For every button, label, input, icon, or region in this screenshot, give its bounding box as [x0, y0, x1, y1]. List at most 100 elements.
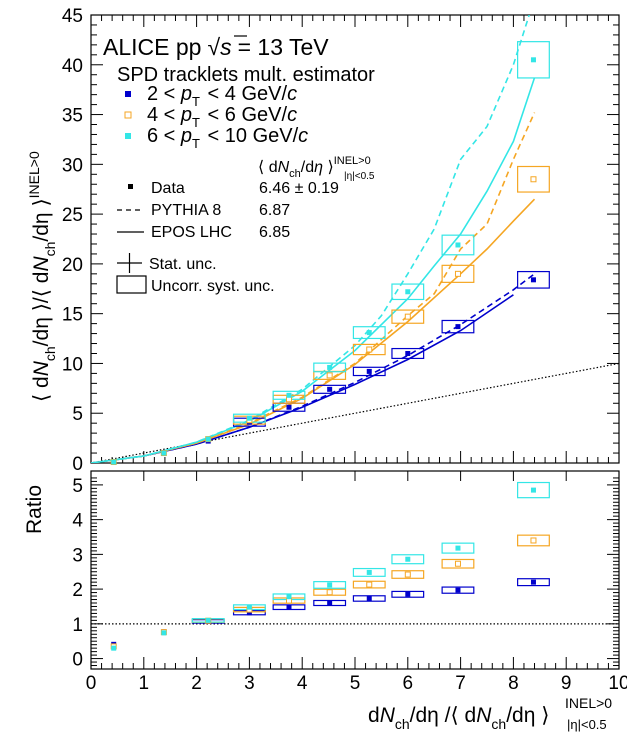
lower-ytick-label: 2 — [72, 580, 83, 601]
data-marker-upper — [111, 459, 117, 465]
legend-epos-label: EPOS LHC — [151, 224, 232, 241]
syst-box-upper — [517, 270, 550, 289]
xtick-label: 3 — [244, 673, 255, 694]
pythia-curve-1 — [91, 273, 535, 463]
xtick-label: 1 — [139, 673, 150, 694]
syst-box-upper — [517, 41, 550, 79]
xtick-label: 2 — [191, 673, 202, 694]
syst-box-upper — [313, 384, 347, 394]
xtick-label: 9 — [561, 673, 572, 694]
legend-syst-label: Uncorr. syst. unc. — [151, 278, 275, 295]
pythia-curve-2 — [91, 112, 536, 463]
data-marker-upper — [205, 436, 211, 442]
xtick-label: 0 — [86, 673, 97, 694]
systematic-boxes — [191, 41, 550, 624]
upper-ytick-label: 40 — [62, 56, 83, 77]
data-marker-lower — [405, 556, 411, 562]
data-marker-upper — [246, 415, 252, 421]
data-marker-lower — [405, 591, 411, 597]
data-marker-lower — [454, 560, 461, 567]
lower-ytick-label: 1 — [72, 615, 83, 636]
upper-ytick-label: 35 — [62, 106, 83, 127]
data-marker-lower — [286, 594, 292, 600]
pt-legend: 2 < pT < 4 GeV/c4 < pT < 6 GeV/c6 < pT <… — [124, 83, 308, 151]
data-marker-upper — [366, 346, 373, 353]
syst-box-lower — [352, 580, 386, 589]
upper-ytick-label: 45 — [62, 6, 83, 27]
xtick-label: 5 — [350, 673, 361, 694]
x-axis-title: dNch/dη /⟨ dNch/dη ⟩INEL>0 |η|<0.5 — [368, 695, 612, 732]
data-marker-upper — [405, 350, 411, 356]
pythia-curve-3 — [91, 15, 530, 463]
legend-stat-label: Stat. unc. — [149, 256, 217, 273]
syst-box-upper — [391, 283, 425, 301]
legend-pythia-value: 6.87 — [259, 202, 290, 219]
syst-box-lower — [391, 570, 425, 579]
data-marker-upper — [454, 270, 461, 277]
syst-box-lower — [441, 542, 475, 554]
data-marker-lower — [455, 545, 461, 551]
xtick-label: 10 — [608, 673, 627, 694]
data-marker-upper — [366, 330, 372, 336]
data-marker-lower — [205, 617, 211, 623]
syst-box-lower — [352, 567, 386, 577]
y-axis-title-upper: ⟨ dNch/dη ⟩/⟨ dNch/dη ⟩INEL>0 — [26, 151, 58, 402]
data-marker-lower — [326, 589, 333, 596]
pt-legend-label-3: 6 < pT < 10 GeV/c — [147, 125, 308, 151]
syst-box-upper — [441, 319, 475, 334]
lower-ytick-label: 3 — [72, 545, 83, 566]
epos-curve-3 — [91, 77, 536, 463]
upper-ytick-label: 10 — [62, 354, 83, 375]
collaboration-label: ALICE pp √s = 13 TeV — [103, 34, 329, 60]
y-axis-title-lower: Ratio — [23, 485, 46, 534]
pt-legend-label-2: 4 < pT < 6 GeV/c — [147, 104, 297, 130]
syst-box-upper — [441, 264, 475, 283]
data-marker-upper — [455, 242, 461, 248]
data-marker-lower — [404, 571, 411, 578]
syst-box-upper — [352, 326, 386, 340]
lower-panel-frame — [90, 470, 620, 670]
data-marker-lower — [286, 604, 292, 610]
lower-ytick-label: 4 — [72, 511, 83, 532]
syst-box-upper — [391, 309, 425, 324]
data-marker-upper — [530, 57, 536, 63]
xtick-label: 6 — [403, 673, 414, 694]
norm-header: ⟨ dNch/dη ⟩INEL>0 |η|<0.5 — [258, 155, 375, 182]
data-marker-upper — [286, 392, 292, 398]
data-marker-upper — [286, 404, 292, 410]
data-marker-upper — [404, 313, 411, 320]
lower-ytick-label: 5 — [72, 476, 83, 497]
data-marker-upper — [327, 386, 333, 392]
legend-epos-value: 6.85 — [259, 224, 290, 241]
syst-box-upper — [352, 343, 386, 356]
pt-legend-marker-1 — [125, 91, 131, 97]
data-marker-upper — [455, 324, 461, 330]
syst-box-upper — [313, 362, 347, 373]
legend-data-label: Data — [151, 180, 185, 197]
legend-data-marker — [128, 184, 133, 189]
syst-box-lower — [313, 581, 347, 589]
data-marker-lower — [530, 487, 536, 493]
data-marker-lower — [366, 581, 373, 588]
data-marker-upper — [366, 368, 372, 374]
syst-box-lower — [352, 595, 386, 602]
data-marker-upper — [161, 450, 167, 456]
upper-ytick-label: 30 — [62, 155, 83, 176]
data-marker-lower — [111, 645, 117, 651]
syst-box-upper — [391, 347, 425, 360]
data-marker-upper — [326, 372, 333, 379]
data-marker-lower — [366, 569, 372, 575]
syst-box-upper — [517, 165, 550, 193]
diagonal-reference-line — [90, 362, 620, 464]
data-markers — [110, 57, 537, 651]
pt-legend-label-1: 2 < pT < 4 GeV/c — [147, 83, 297, 109]
data-marker-lower — [246, 610, 252, 616]
syst-box-lower — [441, 558, 475, 569]
data-marker-lower — [327, 600, 333, 606]
data-marker-lower — [455, 587, 461, 593]
data-marker-lower — [366, 595, 372, 601]
xtick-label: 8 — [508, 673, 519, 694]
data-marker-lower — [161, 630, 167, 636]
